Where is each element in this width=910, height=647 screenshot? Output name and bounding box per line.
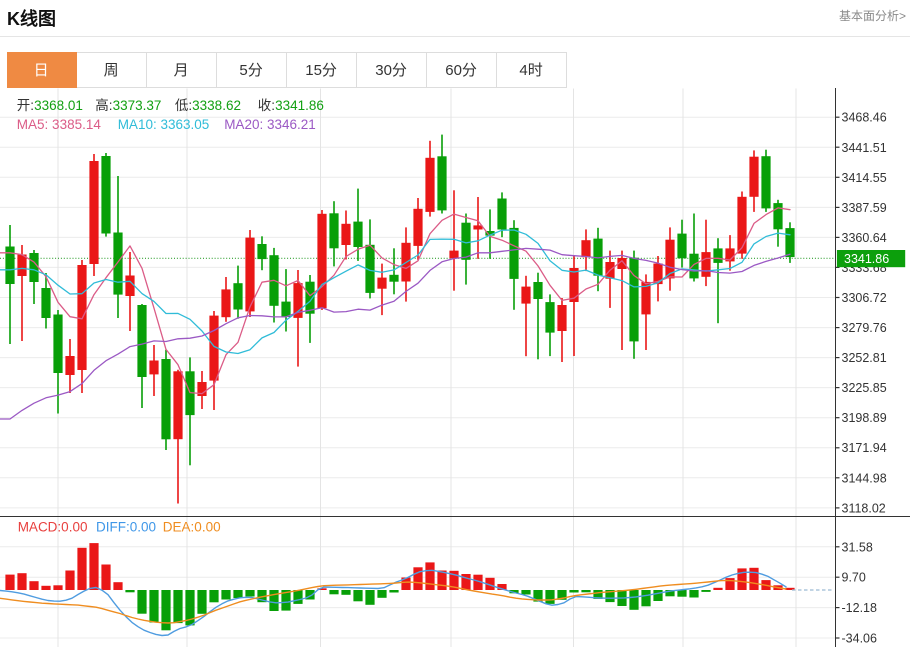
svg-text:DEA:0.00: DEA:0.00 <box>163 520 221 535</box>
svg-text:高:3373.37: 高:3373.37 <box>95 97 161 113</box>
svg-text:3387.59: 3387.59 <box>842 201 887 215</box>
svg-text:3144.98: 3144.98 <box>842 471 887 485</box>
svg-text:低:3338.62: 低:3338.62 <box>175 98 241 113</box>
svg-text:3225.85: 3225.85 <box>842 381 887 395</box>
svg-text:3414.55: 3414.55 <box>842 171 887 185</box>
svg-text:3360.64: 3360.64 <box>842 231 887 245</box>
svg-text:MACD:0.00: MACD:0.00 <box>18 520 88 535</box>
svg-text:-12.18: -12.18 <box>842 601 877 615</box>
svg-text:3341.86: 3341.86 <box>844 252 889 266</box>
svg-text:3468.46: 3468.46 <box>842 111 887 125</box>
svg-text:开:3368.01: 开:3368.01 <box>17 98 83 113</box>
svg-text:3198.89: 3198.89 <box>842 411 887 425</box>
svg-text:MA10: 3363.05: MA10: 3363.05 <box>118 117 210 132</box>
svg-text:3171.94: 3171.94 <box>842 441 887 455</box>
svg-text:3252.81: 3252.81 <box>842 351 887 365</box>
svg-text:9.70: 9.70 <box>842 571 866 585</box>
svg-text:31.58: 31.58 <box>842 540 873 554</box>
svg-text:3279.76: 3279.76 <box>842 321 887 335</box>
svg-text:MA20: 3346.21: MA20: 3346.21 <box>224 117 316 132</box>
svg-text:MA5: 3385.14: MA5: 3385.14 <box>17 117 102 132</box>
svg-text:-34.06: -34.06 <box>842 632 877 646</box>
svg-text:3441.51: 3441.51 <box>842 141 887 155</box>
svg-text:3118.02: 3118.02 <box>842 501 886 515</box>
svg-text:DIFF:0.00: DIFF:0.00 <box>96 520 156 535</box>
svg-text:3306.72: 3306.72 <box>842 291 887 305</box>
svg-text:收:3341.86: 收:3341.86 <box>258 98 324 113</box>
